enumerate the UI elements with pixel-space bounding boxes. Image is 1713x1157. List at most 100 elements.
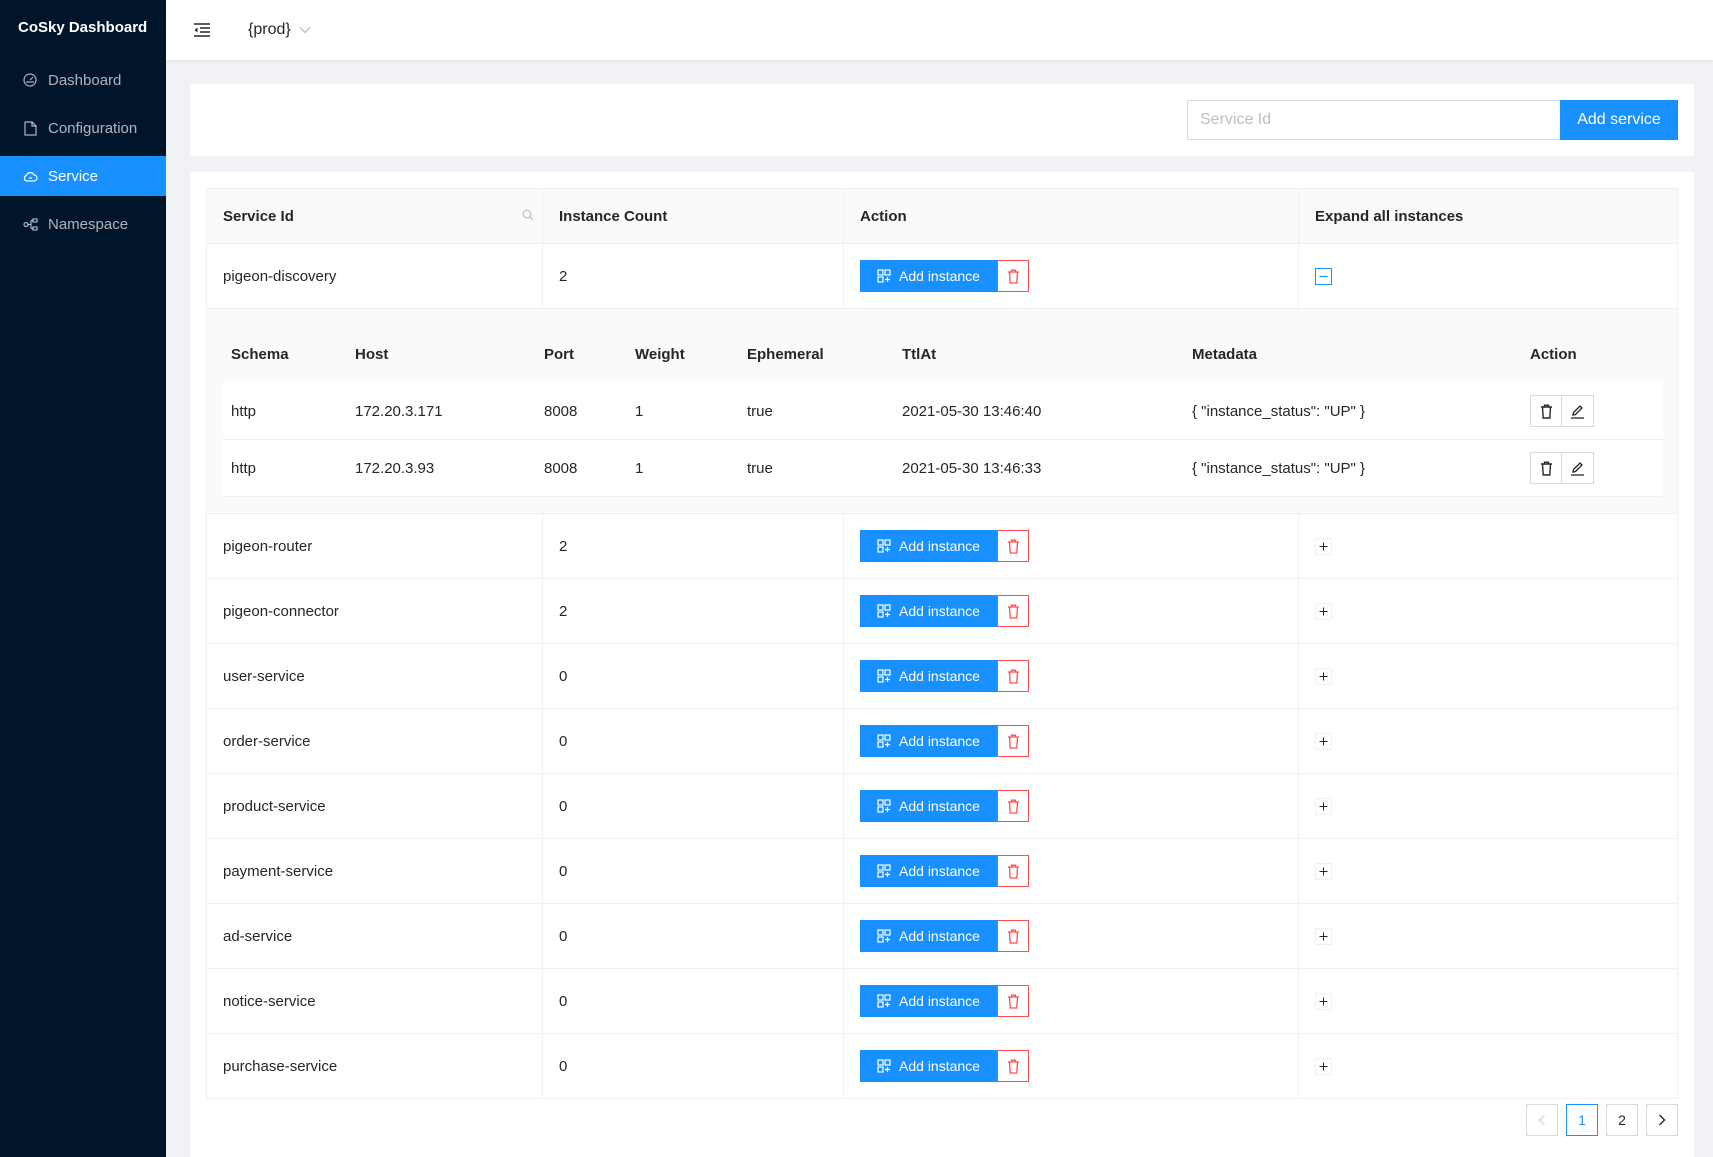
search-card: Add service (190, 84, 1694, 156)
add-instance-button[interactable]: Add instance (860, 530, 997, 562)
page-2-button[interactable]: 2 (1606, 1104, 1638, 1136)
expand-row-icon[interactable] (1315, 927, 1332, 945)
page-1-button[interactable]: 1 (1566, 1104, 1598, 1136)
instance-count: 2 (559, 602, 568, 620)
header-action: Action (844, 189, 1299, 243)
header-expand-all[interactable]: Expand all instances (1315, 207, 1464, 225)
delete-service-button[interactable] (997, 725, 1029, 757)
add-instance-button[interactable]: Add instance (860, 985, 997, 1017)
sidebar-item-label: Service (48, 167, 99, 185)
table-row: pigeon-connector 2 Add instance (207, 579, 1677, 644)
action-cell: Add instance (844, 1034, 1299, 1098)
delete-icon (1007, 269, 1020, 284)
instance-action-cell (1522, 452, 1663, 484)
next-page-button[interactable] (1646, 1104, 1678, 1136)
appstore-add-icon (877, 929, 891, 943)
sidebar-item-label: Namespace (48, 215, 129, 233)
action-cell: Add instance (844, 904, 1299, 968)
top-header: {prod} (166, 0, 1713, 60)
delete-icon (1540, 461, 1553, 476)
delete-service-button[interactable] (997, 595, 1029, 627)
expand-row-icon[interactable] (1315, 992, 1332, 1010)
service-id-cell: payment-service (207, 839, 543, 903)
appstore-add-icon (877, 734, 891, 748)
add-instance-button[interactable]: Add instance (860, 855, 997, 887)
add-instance-button[interactable]: Add instance (860, 790, 997, 822)
add-instance-label: Add instance (899, 928, 980, 944)
expand-cell (1299, 1034, 1677, 1098)
expand-row-icon[interactable] (1315, 862, 1332, 880)
instance-count-cell: 2 (543, 579, 844, 643)
delete-service-button[interactable] (997, 260, 1029, 292)
instance-table: Schema Host Port Weight Ephemeral TtlAt Metada… (223, 325, 1663, 497)
edit-instance-button[interactable] (1562, 395, 1594, 427)
expand-row-icon[interactable] (1315, 797, 1332, 815)
cluster-icon (22, 216, 38, 232)
add-instance-label: Add instance (899, 668, 980, 684)
add-instance-button[interactable]: Add instance (860, 260, 997, 292)
menu-fold-icon[interactable] (190, 18, 214, 42)
cloud-icon (22, 168, 38, 184)
sidebar-item-configuration[interactable]: Configuration (0, 108, 166, 148)
expand-row-icon[interactable] (1315, 667, 1332, 685)
delete-instance-button[interactable] (1530, 395, 1562, 427)
add-instance-button[interactable]: Add instance (860, 595, 997, 627)
expand-row-icon[interactable] (1315, 602, 1332, 620)
delete-service-button[interactable] (997, 1050, 1029, 1082)
instance-metadata: { "instance_status": "UP" } (1192, 459, 1366, 477)
add-instance-label: Add instance (899, 1058, 980, 1074)
add-instance-label: Add instance (899, 603, 980, 619)
delete-icon (1007, 994, 1020, 1009)
action-cell: Add instance (844, 839, 1299, 903)
sidebar-item-dashboard[interactable]: Dashboard (0, 60, 166, 100)
delete-instance-button[interactable] (1530, 452, 1562, 484)
delete-service-button[interactable] (997, 790, 1029, 822)
expand-row-icon[interactable] (1315, 1057, 1332, 1075)
service-table-card: Service Id Instance Count Action Expand … (190, 172, 1694, 1157)
delete-service-button[interactable] (997, 530, 1029, 562)
search-icon[interactable] (522, 208, 534, 225)
action-cell: Add instance (844, 644, 1299, 708)
table-row: payment-service 0 Add instance (207, 839, 1677, 904)
edit-instance-button[interactable] (1562, 452, 1594, 484)
instance-header-metadata: Metadata (1192, 345, 1258, 363)
expand-cell (1299, 244, 1677, 308)
instance-weight: 1 (635, 459, 644, 477)
service-id: notice-service (223, 992, 316, 1010)
sidebar-item-service[interactable]: Service (0, 156, 166, 196)
appstore-add-icon (877, 864, 891, 878)
instance-header-weight: Weight (635, 345, 685, 363)
collapse-row-icon[interactable] (1315, 267, 1332, 285)
expand-cell (1299, 904, 1677, 968)
add-instance-button[interactable]: Add instance (860, 660, 997, 692)
expand-row-icon[interactable] (1315, 732, 1332, 750)
instance-ttlat: 2021-05-30 13:46:33 (902, 459, 1042, 477)
delete-service-button[interactable] (997, 855, 1029, 887)
delete-service-button[interactable] (997, 660, 1029, 692)
action-cell: Add instance (844, 774, 1299, 838)
instance-metadata: { "instance_status": "UP" } (1192, 402, 1366, 420)
service-id-input[interactable] (1187, 100, 1561, 140)
instance-action-cell (1522, 395, 1663, 427)
service-id: user-service (223, 667, 305, 685)
instance-header-ephemeral: Ephemeral (747, 345, 824, 363)
prev-page-button[interactable] (1526, 1104, 1558, 1136)
delete-service-button[interactable] (997, 920, 1029, 952)
table-row: order-service 0 Add instance (207, 709, 1677, 774)
namespace-select[interactable]: {prod} (248, 21, 311, 39)
service-id: payment-service (223, 862, 334, 880)
expand-row-icon[interactable] (1315, 537, 1332, 555)
add-instance-button[interactable]: Add instance (860, 920, 997, 952)
add-instance-button[interactable]: Add instance (860, 725, 997, 757)
instance-count: 2 (559, 267, 568, 285)
instance-weight: 1 (635, 402, 644, 420)
instance-port: 8008 (544, 459, 578, 477)
add-instance-button[interactable]: Add instance (860, 1050, 997, 1082)
sidebar-item-namespace[interactable]: Namespace (0, 204, 166, 244)
instance-port: 8008 (544, 402, 578, 420)
header-instance-count: Instance Count (543, 189, 844, 243)
instance-count-cell: 2 (543, 244, 844, 308)
instance-ttlat: 2021-05-30 13:46:40 (902, 402, 1042, 420)
delete-service-button[interactable] (997, 985, 1029, 1017)
add-service-button[interactable]: Add service (1560, 100, 1678, 140)
